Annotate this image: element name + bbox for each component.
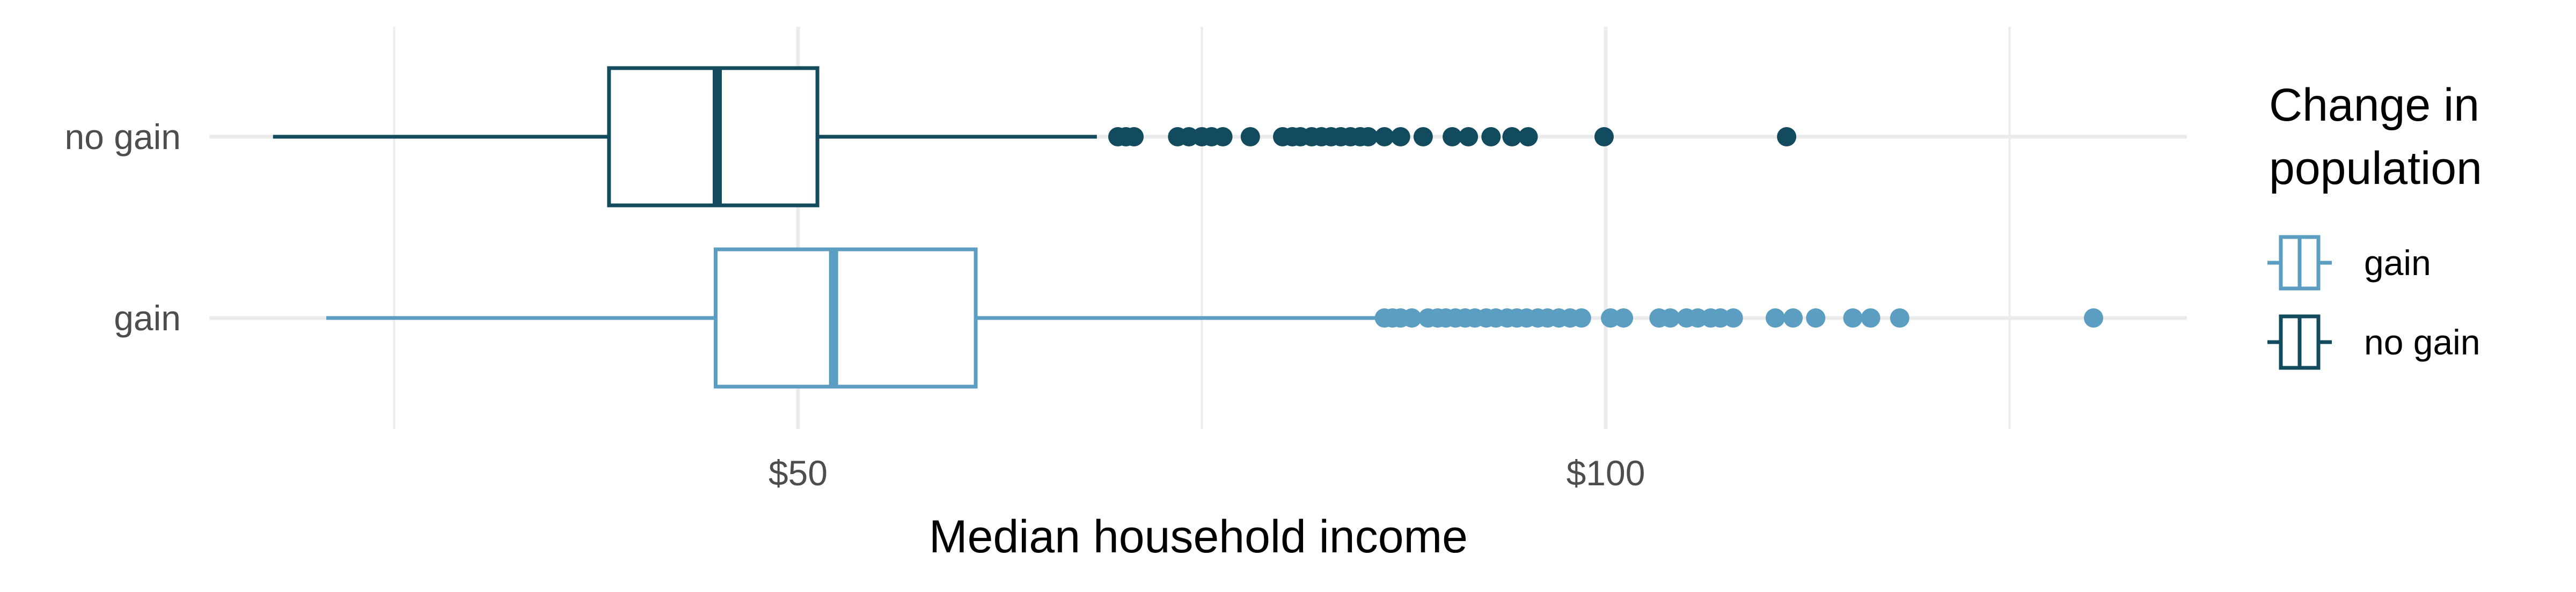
box-iqr — [713, 247, 978, 389]
y-tick-label-0: no gain — [64, 117, 181, 157]
box-no-gain — [273, 66, 1797, 208]
box-gain — [326, 247, 2104, 389]
outlier-point-28 — [1777, 127, 1797, 146]
outlier-point-35 — [2084, 308, 2104, 328]
outlier-point-33 — [1861, 308, 1880, 328]
outlier-point-30 — [1783, 308, 1803, 328]
outlier-point-2 — [1124, 127, 1144, 146]
x-tick-label-0: $50 — [769, 453, 828, 493]
legend-key-no-gain — [2267, 314, 2332, 370]
legend-title-line-0: Change in — [2269, 79, 2479, 131]
y-tick-label-1: gain — [114, 298, 181, 338]
outlier-point-19 — [1374, 127, 1394, 146]
grid-lines — [209, 27, 2187, 429]
legend-label-1: no gain — [2364, 322, 2480, 362]
outlier-point-20 — [1391, 127, 1410, 146]
outlier-point-19 — [1571, 308, 1591, 328]
x-axis-tick-labels: $50 $100 — [769, 453, 1645, 493]
outlier-point-3 — [1402, 308, 1422, 328]
legend-key-gain — [2267, 235, 2332, 291]
legend-title-line-1: population — [2269, 143, 2482, 194]
box-series — [273, 66, 2104, 389]
outlier-point-26 — [1518, 127, 1538, 146]
outlier-point-31 — [1806, 308, 1826, 328]
x-tick-label-1: $100 — [1567, 453, 1645, 493]
outlier-point-21 — [1413, 127, 1433, 146]
outlier-point-18 — [1358, 127, 1378, 146]
y-axis-tick-labels: no gain gain — [64, 117, 181, 338]
outlier-point-7 — [1213, 127, 1233, 146]
outlier-point-32 — [1843, 308, 1863, 328]
legend-label-0: gain — [2364, 243, 2431, 283]
outlier-point-25 — [1502, 127, 1522, 146]
legend: Change in population gain no gain — [2267, 79, 2482, 370]
outlier-point-21 — [1614, 308, 1634, 328]
outlier-point-23 — [1660, 308, 1680, 328]
outlier-point-27 — [1594, 127, 1614, 146]
outlier-point-22 — [1443, 127, 1462, 146]
x-axis-title: Median household income — [929, 511, 1468, 563]
outlier-point-34 — [1890, 308, 1909, 328]
outlier-point-23 — [1459, 127, 1479, 146]
outlier-point-28 — [1723, 308, 1743, 328]
outlier-point-29 — [1766, 308, 1785, 328]
outlier-point-24 — [1481, 127, 1501, 146]
outlier-point-8 — [1240, 127, 1260, 146]
